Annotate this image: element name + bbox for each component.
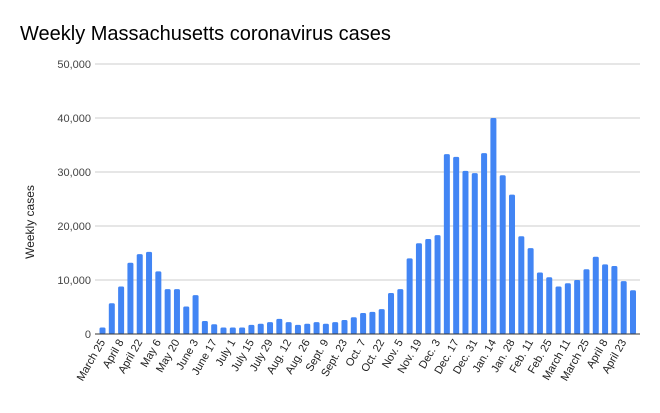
- bar: [350, 317, 357, 334]
- bar: [146, 251, 153, 334]
- bar: [555, 286, 562, 334]
- bar: [369, 311, 376, 334]
- bar: [332, 322, 339, 334]
- bar: [285, 322, 292, 334]
- bar: [536, 272, 543, 334]
- bar: [136, 254, 143, 334]
- bar: [360, 312, 367, 334]
- bar: [397, 289, 404, 334]
- bar: [164, 289, 171, 334]
- bar: [183, 306, 190, 334]
- bar: [378, 309, 385, 334]
- bar: [490, 118, 497, 334]
- bar: [425, 238, 432, 334]
- bar: [192, 295, 199, 334]
- bar: [118, 286, 125, 334]
- y-tick-label: 20,000: [57, 221, 91, 233]
- bar: [313, 322, 320, 334]
- bar: [294, 324, 301, 334]
- bar: [229, 327, 236, 334]
- bar: [322, 323, 329, 334]
- bar: [630, 290, 636, 334]
- bar: [267, 322, 274, 334]
- bar: [127, 262, 134, 334]
- bar: [602, 264, 609, 334]
- bar: [406, 258, 413, 334]
- bar: [415, 243, 422, 334]
- bar: [546, 277, 553, 334]
- y-axis-title: Weekly cases: [23, 185, 37, 259]
- y-tick-label: 0: [85, 329, 91, 341]
- bar: [248, 324, 255, 334]
- bar: [304, 323, 311, 334]
- bar: [564, 283, 571, 334]
- bar: [99, 327, 106, 334]
- bar: [583, 269, 590, 334]
- bar: [620, 281, 627, 334]
- bar: [341, 319, 348, 334]
- chart-title: Weekly Massachusetts coronavirus cases: [20, 23, 391, 45]
- bar: [499, 175, 506, 334]
- bar: [462, 170, 469, 334]
- bar: [257, 323, 264, 334]
- bar: [443, 154, 450, 334]
- y-tick-label: 40,000: [57, 113, 91, 125]
- bar: [527, 248, 534, 334]
- y-tick-label: 50,000: [57, 59, 91, 71]
- bar: [434, 235, 441, 334]
- bar: [276, 318, 283, 334]
- bar: [388, 292, 395, 334]
- bar: [574, 280, 581, 334]
- y-tick-label: 30,000: [57, 167, 91, 179]
- bar: [481, 153, 488, 334]
- bar: [611, 265, 618, 334]
- bar: [518, 236, 525, 334]
- bar: [239, 327, 246, 334]
- bar: [108, 303, 115, 334]
- bar: [173, 289, 180, 334]
- bar: [471, 173, 478, 334]
- bar: [509, 194, 516, 334]
- bar: [220, 327, 227, 334]
- bar: [453, 156, 460, 334]
- bar: [211, 324, 218, 334]
- bar: [592, 256, 599, 334]
- bar: [201, 321, 208, 334]
- y-tick-label: 10,000: [57, 275, 91, 287]
- bar: [155, 271, 162, 334]
